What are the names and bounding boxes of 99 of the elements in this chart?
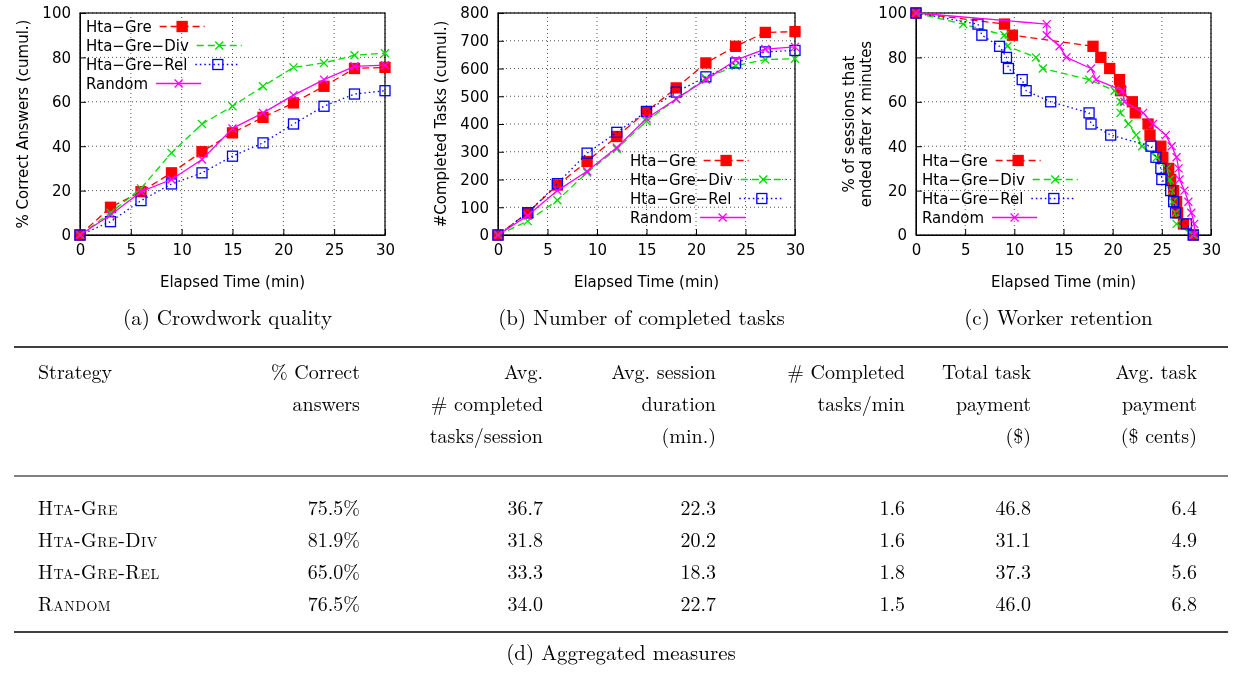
legend-label: Hta−Gre−Div (630, 170, 733, 189)
text: Strategy (38, 356, 113, 385)
x-tick-label: 10 (172, 240, 192, 259)
data-label: 31.1 (995, 524, 1031, 553)
x-tick-label: 15 (637, 240, 657, 259)
x-tick-label: 20 (686, 240, 707, 259)
text: (d) Aggregated measures (506, 636, 736, 666)
x-tick-label: 25 (325, 240, 345, 259)
y-tick-label: 0 (479, 226, 489, 245)
y-tick-label: 40 (51, 137, 71, 156)
data-label: 1.6 (879, 492, 905, 521)
y-tick-label: 0 (61, 226, 71, 245)
x-tick-label: 5 (543, 240, 553, 259)
x-tick-label: 25 (1152, 240, 1172, 259)
x-tick-label: 10 (1005, 240, 1025, 259)
data-label: 1.5 (879, 588, 905, 617)
text: (c) Worker retention (964, 301, 1154, 331)
data-label: 75.5% (307, 492, 360, 521)
category-label: Hta-Gre-Rel (38, 556, 160, 585)
x-tick-label: 30 (1201, 240, 1222, 259)
y-tick-label: 700 (460, 32, 489, 51)
text: Avg. # completed tasks/session (429, 356, 543, 449)
text: (b) Number of completed tasks (498, 301, 785, 331)
x-axis-title: Elapsed Time (min) (159, 273, 306, 291)
data-label: 18.3 (680, 556, 716, 585)
data-label: 31.8 (507, 524, 543, 553)
y-tick-label: 80 (887, 48, 907, 67)
legend-label: Random (86, 74, 149, 93)
y-tick-label: 80 (51, 48, 71, 67)
x-tick-label: 15 (1054, 240, 1074, 259)
x-tick-label: 20 (274, 240, 294, 259)
data-label: 37.3 (995, 556, 1031, 585)
y-tick-label: 200 (460, 170, 489, 189)
y-tick-label: 0 (897, 226, 907, 245)
x-tick-label: 10 (587, 240, 608, 259)
x-tick-label: 0 (911, 240, 922, 259)
data-label: 65.0% (307, 556, 360, 585)
data-label: 34.0 (507, 588, 543, 617)
data-label: 4.9 (1171, 524, 1197, 553)
category-label: Random (38, 588, 112, 617)
text: Total task payment ($) (942, 356, 1032, 449)
x-tick-label: 25 (736, 240, 756, 259)
y-axis-title: % Correct Answers (cumul.) (14, 19, 32, 229)
x-tick-label: 15 (223, 240, 243, 259)
x-tick-label: 0 (493, 240, 504, 259)
y-tick-label: 60 (51, 93, 71, 112)
data-label: 1.8 (879, 556, 905, 585)
y-tick-label: 500 (460, 87, 489, 106)
data-label: 6.4 (1171, 492, 1197, 521)
data-label: 33.3 (507, 556, 543, 585)
data-label: 46.8 (995, 492, 1031, 521)
y-tick-label: 600 (460, 59, 489, 78)
text: Avg. task payment ($ cents) (1115, 356, 1198, 449)
text: % Correct answers (271, 356, 361, 417)
text: Avg. session duration (min.) (611, 356, 716, 449)
y-tick-label: 100 (878, 4, 907, 23)
data-label: 22.7 (680, 588, 716, 617)
legend-label: Hta−Gre (630, 151, 696, 170)
data-label: 36.7 (507, 492, 543, 521)
legend-label: Random (630, 208, 693, 227)
x-tick-label: 30 (375, 240, 396, 259)
data-label: 5.6 (1171, 556, 1197, 585)
data-label: 1.6 (879, 524, 905, 553)
y-axis-title: #Completed Tasks (cumul.) (432, 20, 450, 228)
x-tick-label: 30 (785, 240, 806, 259)
x-tick-label: 0 (75, 240, 86, 259)
y-tick-label: 100 (460, 198, 489, 217)
x-tick-label: 5 (126, 240, 137, 259)
legend-label: Hta−Gre−Div (86, 36, 189, 55)
category-label: Hta-Gre-Div (38, 524, 158, 553)
x-axis-title: Elapsed Time (min) (573, 273, 720, 291)
x-tick-label: 20 (1103, 240, 1123, 259)
data-label: 46.0 (995, 588, 1031, 617)
legend-label: Hta−Gre−Div (922, 170, 1025, 189)
y-tick-label: 60 (887, 93, 907, 112)
y-tick-label: 20 (887, 181, 907, 200)
data-label: 20.2 (680, 524, 716, 553)
data-label: 81.9% (307, 524, 360, 553)
y-axis-title: % of sessions that ended after x minutes (840, 40, 876, 208)
x-tick-label: 5 (960, 240, 971, 259)
text: # Completed tasks/min (787, 356, 905, 417)
y-tick-label: 40 (887, 137, 907, 156)
legend-label: Random (922, 208, 985, 227)
y-tick-label: 100 (42, 4, 71, 23)
text: (a) Crowdwork quality (123, 301, 332, 331)
y-tick-label: 20 (51, 181, 71, 200)
y-tick-label: 800 (460, 4, 489, 23)
legend-label: Hta−Gre−Rel (86, 55, 188, 74)
legend-label: Hta−Gre (922, 151, 988, 170)
y-tick-label: 300 (460, 143, 489, 162)
legend-label: Hta−Gre−Rel (630, 189, 732, 208)
x-axis-title: Elapsed Time (min) (990, 273, 1137, 291)
y-tick-label: 400 (460, 115, 489, 134)
data-label: 22.3 (680, 492, 716, 521)
data-label: 76.5% (307, 588, 360, 617)
legend-label: Hta−Gre (86, 17, 152, 36)
data-label: 6.8 (1171, 588, 1197, 617)
legend-label: Hta−Gre−Rel (922, 189, 1024, 208)
category-label: Hta-Gre (38, 492, 119, 521)
